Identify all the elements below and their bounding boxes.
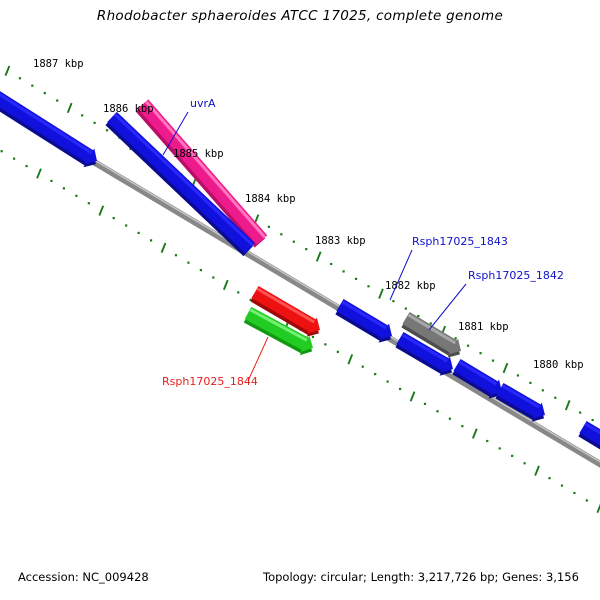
ruler-tick-label: 1881 kbp <box>458 321 509 333</box>
gene-feature[interactable] <box>243 306 313 356</box>
gene-label-Rsph17025_1843[interactable]: Rsph17025_1843 <box>412 235 508 248</box>
ruler-tick-label: 1885 kbp <box>173 148 224 160</box>
gene-feature[interactable] <box>495 382 545 422</box>
gene-label-leader-line <box>428 283 467 331</box>
ruler-tick-label: 1887 kbp <box>33 58 84 70</box>
gene-feature[interactable] <box>335 298 392 343</box>
gene-label-leader-line <box>247 336 269 382</box>
accession-text: Accession: NC_009428 <box>18 570 149 584</box>
gene-label-leader-line <box>389 249 413 301</box>
ruler-ticks-layer <box>0 65 600 514</box>
features-layer[interactable] <box>0 82 600 455</box>
gene-label-uvrA[interactable]: uvrA <box>190 97 216 110</box>
gene-label-Rsph17025_1844[interactable]: Rsph17025_1844 <box>162 375 258 388</box>
ruler-tick-label: 1880 kbp <box>533 359 584 371</box>
gene-feature[interactable] <box>250 285 320 337</box>
gene-feature[interactable] <box>395 331 453 376</box>
gene-feature[interactable] <box>0 82 97 168</box>
gene-feature[interactable] <box>135 99 268 248</box>
gene-feature[interactable] <box>452 359 502 399</box>
genome-stats-text: Topology: circular; Length: 3,217,726 bp… <box>263 570 579 584</box>
ruler-labels-layer: 1887 kbp 1886 kbp 1885 kbp 1884 kbp 1883 kbp… <box>33 58 584 371</box>
gene-labels-layer[interactable]: uvrA Rsph17025_1843 Rsph17025_1842 Rsph1702… <box>162 97 564 388</box>
gene-feature[interactable] <box>401 312 461 358</box>
ruler-tick-label: 1886 kbp <box>103 103 154 115</box>
ruler-tick-label: 1883 kbp <box>315 235 366 247</box>
gene-label-Rsph17025_1842[interactable]: Rsph17025_1842 <box>468 269 564 282</box>
gene-label-leader-line <box>162 111 189 156</box>
gene-feature[interactable] <box>578 421 600 455</box>
ruler-tick-label: 1882 kbp <box>385 280 436 292</box>
ruler-tick-label: 1884 kbp <box>245 193 296 205</box>
gene-feature[interactable] <box>105 111 255 257</box>
page-title: Rhodobacter sphaeroides ATCC 17025, comp… <box>96 8 504 24</box>
